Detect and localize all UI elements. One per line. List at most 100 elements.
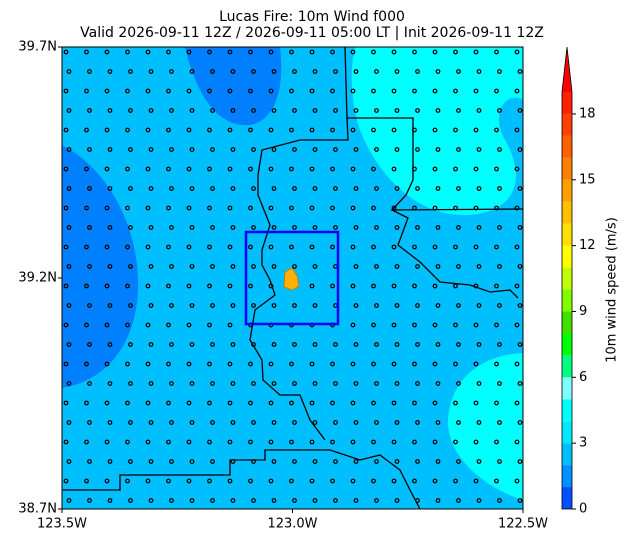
station-dot bbox=[186, 244, 192, 250]
county-borders bbox=[62, 46, 524, 510]
station-dot bbox=[415, 69, 420, 74]
station-dot bbox=[517, 303, 523, 308]
station-dot bbox=[145, 205, 151, 211]
station-dot bbox=[453, 205, 458, 211]
station-dot bbox=[353, 420, 359, 425]
station-dot bbox=[66, 186, 72, 191]
station-dot bbox=[412, 166, 417, 172]
station-dot bbox=[128, 381, 133, 386]
station-dot bbox=[268, 400, 274, 406]
station-dot bbox=[432, 439, 438, 445]
station-dot bbox=[207, 88, 212, 94]
colorbar-tick-label: 9 bbox=[579, 304, 587, 319]
station-dot bbox=[453, 322, 458, 328]
station-dot bbox=[271, 147, 277, 152]
station-dot bbox=[435, 225, 441, 230]
station-dot bbox=[456, 381, 461, 386]
station-dot bbox=[292, 342, 297, 347]
station-dot bbox=[350, 361, 356, 367]
station-dot bbox=[514, 49, 520, 55]
station-dot bbox=[289, 205, 294, 211]
station-dot bbox=[435, 303, 441, 308]
station-dot bbox=[333, 342, 338, 347]
colorbar-band bbox=[562, 465, 572, 488]
station-dot bbox=[330, 49, 335, 55]
station-dot bbox=[104, 205, 110, 211]
station-dot bbox=[166, 478, 171, 484]
station-dot bbox=[435, 186, 441, 191]
station-dot bbox=[125, 361, 130, 367]
station-dot bbox=[453, 127, 458, 133]
station-dot bbox=[330, 127, 335, 133]
subtitle: Valid 2026-09-11 12Z / 2026-09-11 05:00 … bbox=[80, 25, 544, 41]
station-dot bbox=[87, 303, 92, 308]
station-dot bbox=[514, 166, 520, 172]
station-dot bbox=[104, 400, 110, 406]
station-dot bbox=[207, 439, 212, 445]
station-dot bbox=[494, 127, 499, 133]
station-dot bbox=[268, 478, 274, 484]
colorbar-band bbox=[562, 92, 572, 114]
station-dot bbox=[289, 244, 294, 250]
station-dot bbox=[394, 108, 400, 113]
station-dot bbox=[84, 322, 89, 328]
station-dot bbox=[415, 186, 420, 191]
station-dot bbox=[350, 88, 356, 94]
station-dot bbox=[371, 439, 376, 445]
station-dot bbox=[353, 69, 359, 74]
station-dot bbox=[251, 498, 256, 503]
station-dot bbox=[514, 361, 520, 367]
station-dot bbox=[145, 88, 151, 94]
station-dot bbox=[166, 400, 171, 406]
station-dot bbox=[453, 49, 458, 55]
station-dot bbox=[517, 459, 523, 464]
station-dot bbox=[292, 108, 297, 113]
station-dot bbox=[63, 205, 69, 211]
station-dot bbox=[309, 361, 315, 367]
station-dot bbox=[186, 322, 192, 328]
station-dot bbox=[374, 303, 379, 308]
station-dot bbox=[227, 244, 233, 250]
station-dot bbox=[497, 186, 502, 191]
station-dot bbox=[84, 478, 89, 484]
station-dot bbox=[371, 283, 376, 289]
station-dot bbox=[227, 361, 233, 367]
station-dot bbox=[207, 205, 212, 211]
station-dot bbox=[107, 225, 113, 230]
station-dot bbox=[292, 225, 297, 230]
station-dot bbox=[350, 478, 356, 484]
station-dot bbox=[394, 225, 400, 230]
station-dot bbox=[84, 361, 89, 367]
colorbar-band bbox=[562, 113, 572, 136]
station-dot bbox=[514, 88, 520, 94]
station-dot bbox=[494, 439, 499, 445]
station-dot bbox=[207, 322, 212, 328]
station-dot bbox=[312, 186, 318, 191]
station-dot bbox=[514, 283, 520, 289]
station-dot bbox=[309, 283, 315, 289]
field-contour bbox=[447, 353, 523, 500]
station-dot bbox=[189, 108, 195, 113]
station-dot bbox=[230, 381, 236, 386]
station-dot bbox=[268, 244, 274, 250]
station-dot bbox=[107, 381, 113, 386]
station-dot bbox=[169, 264, 174, 269]
station-dot bbox=[412, 322, 417, 328]
station-dot bbox=[251, 225, 256, 230]
station-dot bbox=[271, 342, 277, 347]
station-dot bbox=[374, 420, 379, 425]
station-dot bbox=[517, 69, 523, 74]
station-dot bbox=[456, 147, 461, 152]
station-dot bbox=[289, 478, 294, 484]
station-dot bbox=[309, 127, 315, 133]
station-dot bbox=[432, 49, 438, 55]
station-dot bbox=[166, 439, 171, 445]
station-dot bbox=[391, 127, 397, 133]
station-dot bbox=[128, 264, 133, 269]
station-dot bbox=[189, 69, 195, 74]
station-dot bbox=[251, 303, 256, 308]
station-dot bbox=[148, 108, 154, 113]
station-dot bbox=[207, 244, 212, 250]
station-dot bbox=[514, 244, 520, 250]
station-dot bbox=[435, 108, 441, 113]
